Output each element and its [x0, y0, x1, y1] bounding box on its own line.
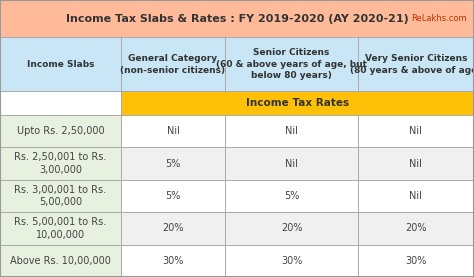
Text: Nil: Nil — [410, 158, 422, 169]
Bar — [121, 147, 225, 180]
Text: Very Senior Citizens
(80 years & above of age): Very Senior Citizens (80 years & above o… — [350, 54, 474, 75]
Text: Rs. 5,00,001 to Rs.
10,00,000: Rs. 5,00,001 to Rs. 10,00,000 — [14, 217, 107, 240]
Text: Income Tax Slabs & Rates : FY 2019-2020 (AY 2020-21): Income Tax Slabs & Rates : FY 2019-2020 … — [65, 14, 409, 24]
Bar — [0, 91, 121, 115]
Bar — [358, 212, 474, 245]
Text: Upto Rs. 2,50,000: Upto Rs. 2,50,000 — [17, 126, 104, 136]
Text: 20%: 20% — [281, 223, 302, 234]
Text: Rs. 3,00,001 to Rs.
5,00,000: Rs. 3,00,001 to Rs. 5,00,000 — [14, 184, 107, 207]
Bar — [0, 147, 121, 180]
Text: 5%: 5% — [165, 191, 181, 201]
Bar — [225, 37, 358, 91]
Bar — [0, 212, 121, 245]
Bar — [358, 147, 474, 180]
Bar — [358, 245, 474, 277]
Text: Nil: Nil — [285, 158, 298, 169]
Text: 30%: 30% — [405, 256, 427, 266]
Bar — [121, 37, 225, 91]
Text: 5%: 5% — [165, 158, 181, 169]
Text: Income Tax Rates: Income Tax Rates — [246, 98, 349, 108]
Bar — [121, 212, 225, 245]
Text: General Category
(non-senior citizens): General Category (non-senior citizens) — [120, 54, 226, 75]
Text: 5%: 5% — [284, 191, 299, 201]
Bar — [225, 245, 358, 277]
Bar — [0, 180, 121, 212]
Bar — [121, 91, 474, 115]
Text: Senior Citizens
(60 & above years of age, but
below 80 years): Senior Citizens (60 & above years of age… — [216, 48, 367, 80]
Bar — [225, 115, 358, 147]
Bar — [0, 115, 121, 147]
Text: Nil: Nil — [410, 191, 422, 201]
Text: 20%: 20% — [405, 223, 427, 234]
Text: ReLakhs.com: ReLakhs.com — [411, 14, 467, 23]
Text: 20%: 20% — [162, 223, 184, 234]
Text: Above Rs. 10,00,000: Above Rs. 10,00,000 — [10, 256, 111, 266]
Text: Rs. 2,50,001 to Rs.
3,00,000: Rs. 2,50,001 to Rs. 3,00,000 — [14, 152, 107, 175]
Bar — [0, 37, 121, 91]
Text: Income Slabs: Income Slabs — [27, 60, 94, 69]
Bar — [225, 212, 358, 245]
Bar — [358, 180, 474, 212]
Text: Nil: Nil — [285, 126, 298, 136]
Bar — [225, 147, 358, 180]
Text: Nil: Nil — [410, 126, 422, 136]
Text: 30%: 30% — [162, 256, 184, 266]
Bar — [358, 37, 474, 91]
Bar — [225, 180, 358, 212]
Bar — [121, 115, 225, 147]
Bar — [0, 245, 121, 277]
Bar — [0, 0, 474, 37]
Text: 30%: 30% — [281, 256, 302, 266]
Bar — [121, 245, 225, 277]
Text: Nil: Nil — [166, 126, 180, 136]
Bar — [358, 115, 474, 147]
Bar — [121, 180, 225, 212]
